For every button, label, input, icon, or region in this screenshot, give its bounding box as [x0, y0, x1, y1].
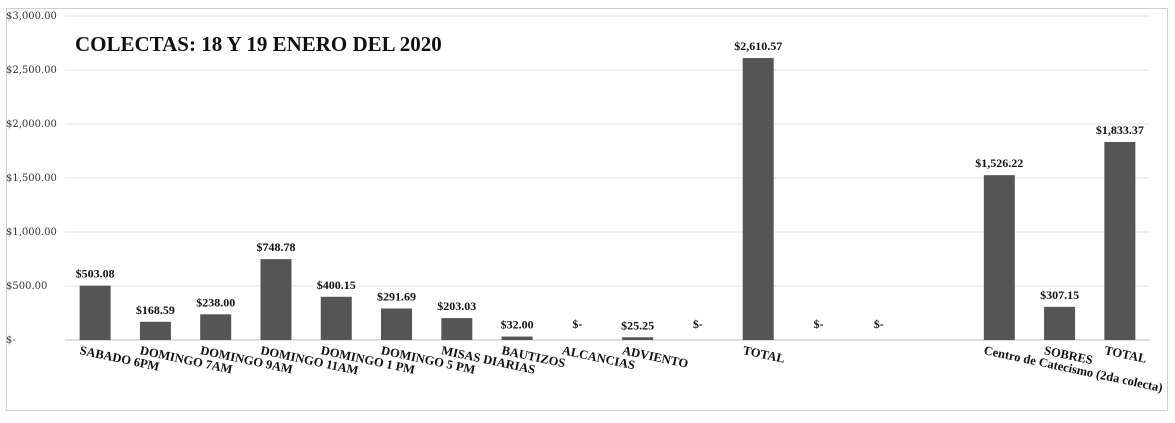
data-label: $-	[874, 317, 884, 331]
data-label: $1,526.22	[975, 156, 1023, 170]
bar	[983, 175, 1015, 340]
chart-title: COLECTAS: 18 Y 19 ENERO DEL 2020	[75, 32, 442, 56]
data-label: $168.59	[136, 303, 175, 317]
bar	[622, 337, 654, 340]
y-tick-label: $3,000.00	[6, 11, 57, 22]
x-tick-label: TOTAL	[1103, 343, 1148, 366]
bar	[742, 58, 774, 340]
bar	[1044, 306, 1076, 340]
x-tick-label: TOTAL	[742, 343, 787, 366]
bar	[320, 296, 352, 340]
chart-frame	[6, 8, 1168, 411]
y-tick-label: $500.00	[6, 281, 47, 292]
bar	[79, 285, 111, 340]
data-label: $32.00	[501, 318, 534, 332]
y-tick-label: $2,500.00	[6, 65, 57, 76]
y-tick-label: $1,500.00	[6, 173, 57, 184]
bar	[260, 259, 292, 340]
data-label: $203.03	[437, 299, 476, 313]
data-label: $25.25	[621, 318, 654, 332]
data-label: $2,610.57	[734, 39, 782, 53]
data-label: $-	[572, 317, 582, 331]
bar	[501, 336, 533, 340]
data-label: $-	[813, 317, 823, 331]
bar	[381, 308, 413, 340]
data-label: $-	[693, 317, 703, 331]
y-tick-label: $-	[6, 335, 16, 346]
data-label: $1,833.37	[1096, 123, 1144, 137]
y-tick-label: $1,000.00	[6, 227, 57, 238]
data-label: $503.08	[76, 267, 115, 281]
data-label: $238.00	[196, 295, 235, 309]
data-label: $291.69	[377, 289, 416, 303]
data-label: $400.15	[317, 278, 356, 292]
data-label: $748.78	[256, 240, 295, 254]
bar	[1104, 141, 1136, 340]
data-label: $307.15	[1040, 288, 1079, 302]
y-tick-label: $2,000.00	[6, 119, 57, 130]
bar	[441, 318, 473, 340]
bar	[139, 321, 171, 340]
bar	[200, 314, 232, 340]
